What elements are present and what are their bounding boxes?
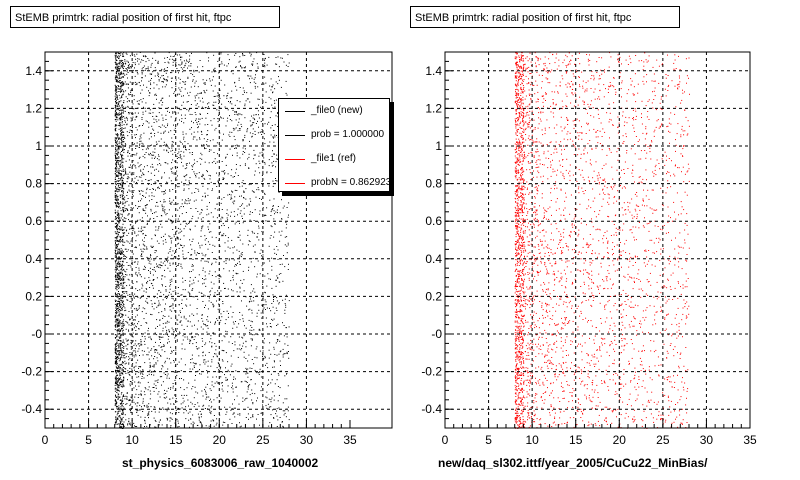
left-y-tick-label-7: 1 bbox=[35, 139, 42, 153]
right-x-tick-label-2: 10 bbox=[525, 433, 539, 447]
legend-entry-probn: probN = 0.862923 bbox=[279, 171, 390, 191]
right-scatter-points bbox=[514, 52, 690, 429]
right-y-tick-label-0: -0.4 bbox=[421, 402, 442, 416]
left-x-axis-title: st_physics_6083006_raw_1040002 bbox=[122, 456, 319, 470]
right-x-tick-label-7: 35 bbox=[743, 433, 757, 447]
legend-label-prob: prob = 1.000000 bbox=[311, 129, 385, 140]
right-y-tick-label-4: 0.4 bbox=[425, 252, 442, 266]
legend-entry-file0: _file0 (new) bbox=[279, 99, 389, 123]
right-x-tick-label-6: 30 bbox=[700, 433, 714, 447]
left-x-tick-label-6: 30 bbox=[300, 433, 314, 447]
legend-line-file1 bbox=[285, 159, 305, 160]
right-y-tick-label-8: 1.2 bbox=[425, 101, 442, 115]
right-x-tick-label-1: 5 bbox=[485, 433, 492, 447]
left-y-tick-label-3: 0.2 bbox=[25, 289, 42, 303]
legend-label-file0: _file0 (new) bbox=[311, 105, 363, 116]
legend-entry-prob: prob = 1.000000 bbox=[279, 123, 389, 147]
right-plot-title: StEMB primtrk: radial position of first … bbox=[410, 6, 680, 28]
right-y-tick-label-7: 1 bbox=[435, 139, 442, 153]
right-x-axis-title: new/daq_sl302.ittf/year_2005/CuCu22_MinB… bbox=[438, 456, 708, 470]
legend: _file0 (new) prob = 1.000000 _file1 (ref… bbox=[278, 98, 390, 192]
left-y-tick-label-1: -0.2 bbox=[21, 365, 42, 379]
left-y-tick-label-2: -0 bbox=[31, 327, 42, 341]
left-y-tick-label-9: 1.4 bbox=[25, 64, 42, 78]
left-x-tick-label-1: 5 bbox=[85, 433, 92, 447]
legend-line-file0 bbox=[285, 111, 305, 112]
left-y-tick-label-5: 0.6 bbox=[25, 214, 42, 228]
right-y-tick-label-1: -0.2 bbox=[421, 365, 442, 379]
left-y-tick-label-0: -0.4 bbox=[21, 402, 42, 416]
left-x-tick-label-2: 10 bbox=[125, 433, 139, 447]
left-y-tick-label-8: 1.2 bbox=[25, 101, 42, 115]
left-x-tick-label-3: 15 bbox=[169, 433, 183, 447]
legend-label-file1: _file1 (ref) bbox=[311, 153, 357, 164]
legend-line-probn bbox=[285, 183, 305, 184]
right-y-tick-label-3: 0.2 bbox=[425, 289, 442, 303]
right-y-tick-label-2: -0 bbox=[431, 327, 442, 341]
left-x-tick-label-7: 35 bbox=[343, 433, 357, 447]
left-x-tick-label-4: 20 bbox=[213, 433, 227, 447]
left-x-tick-label-5: 25 bbox=[256, 433, 270, 447]
left-y-tick-label-4: 0.4 bbox=[25, 252, 42, 266]
right-x-tick-label-4: 20 bbox=[613, 433, 627, 447]
legend-label-probn: probN = 0.862923 bbox=[311, 177, 390, 188]
left-y-tick-label-6: 0.8 bbox=[25, 177, 42, 191]
left-x-tick-label-0: 0 bbox=[42, 433, 49, 447]
legend-entry-file1: _file1 (ref) bbox=[279, 147, 389, 171]
right-y-tick-label-9: 1.4 bbox=[425, 64, 442, 78]
right-x-tick-label-5: 25 bbox=[656, 433, 670, 447]
right-x-tick-label-3: 15 bbox=[569, 433, 583, 447]
left-plot-title: StEMB primtrk: radial position of first … bbox=[10, 6, 280, 28]
right-y-tick-label-5: 0.6 bbox=[425, 214, 442, 228]
right-y-tick-label-6: 0.8 bbox=[425, 177, 442, 191]
right-x-tick-label-0: 0 bbox=[442, 433, 449, 447]
legend-line-prob bbox=[285, 135, 305, 136]
